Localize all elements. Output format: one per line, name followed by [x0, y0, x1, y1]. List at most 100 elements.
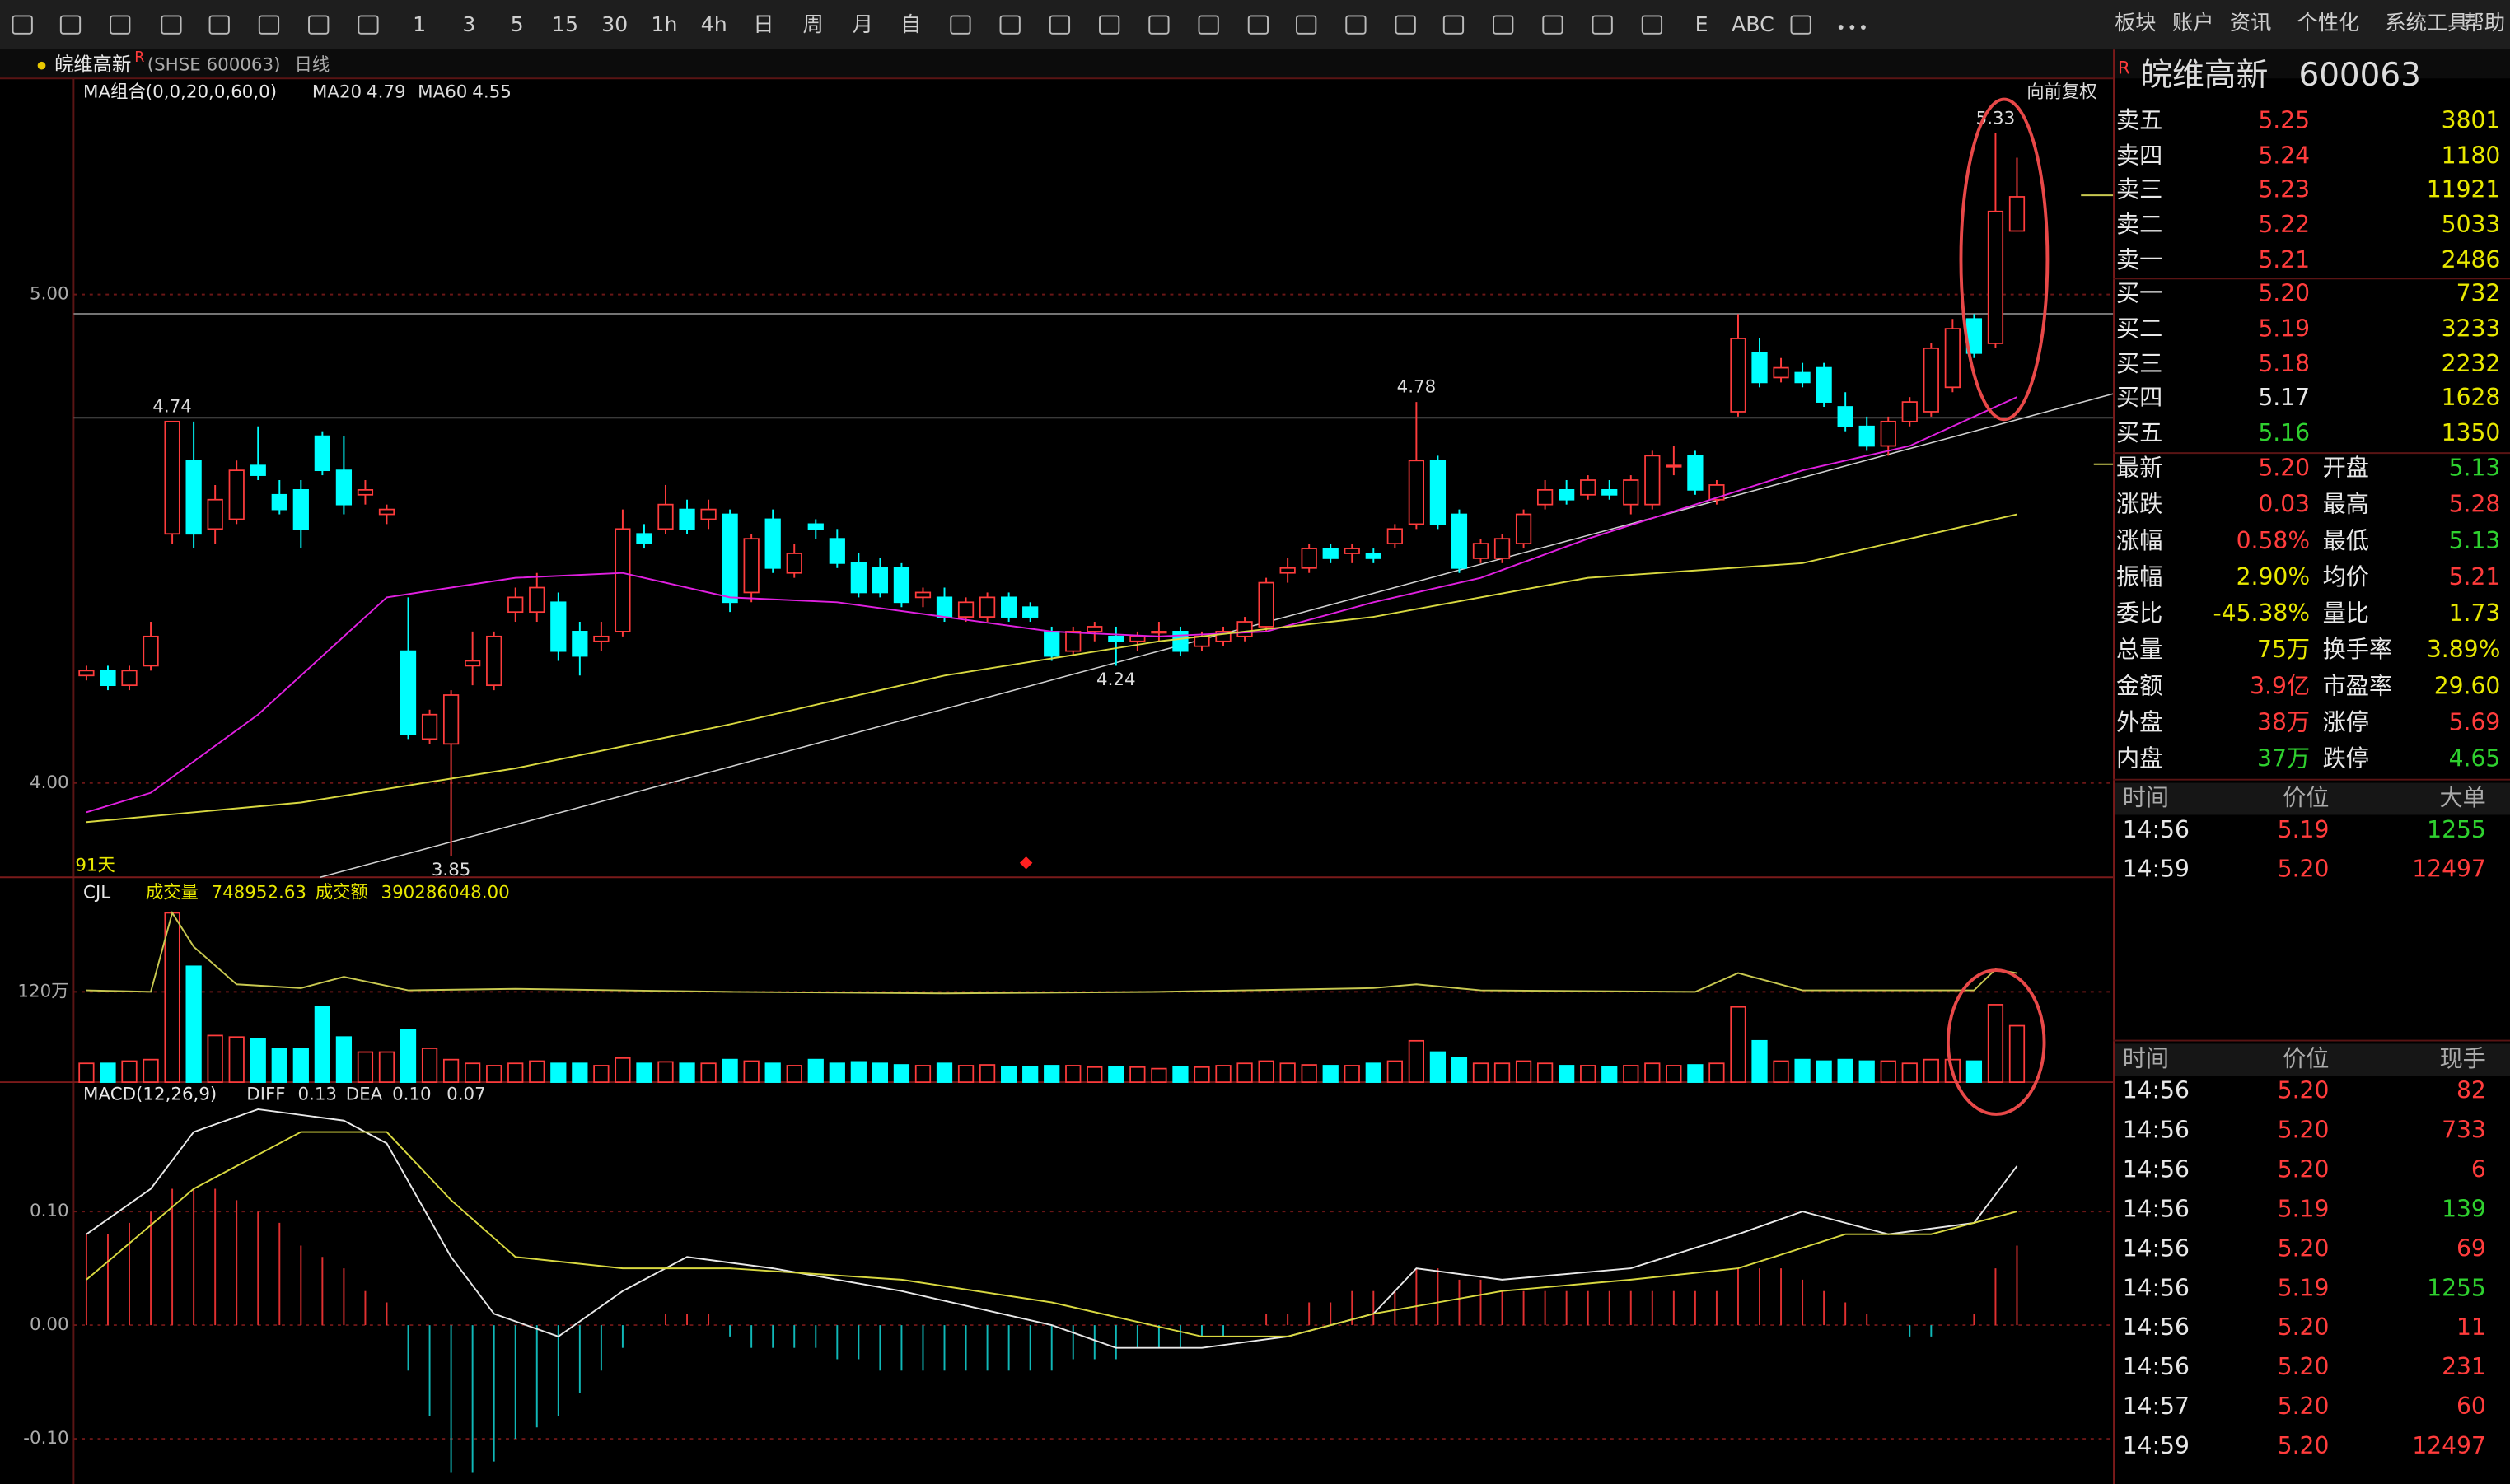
tool-icon[interactable]	[1790, 15, 1811, 35]
tool-icon[interactable]	[1641, 15, 1663, 35]
tool-icon[interactable]	[1542, 15, 1563, 35]
candle-body	[572, 631, 588, 657]
tool-icon[interactable]	[950, 15, 971, 35]
tool-icon[interactable]	[59, 15, 82, 35]
volume-bar	[743, 1060, 760, 1083]
period-button[interactable]: 1h	[651, 12, 677, 36]
volume-bar	[1880, 1060, 1896, 1083]
volume-bar	[572, 1062, 588, 1083]
tool-icon[interactable]	[1247, 15, 1269, 35]
candle-body	[764, 518, 781, 569]
menu-item[interactable]: 板块	[2115, 11, 2156, 35]
trade-price: 5.19	[2278, 816, 2330, 843]
candle-body	[1666, 464, 1682, 468]
stat-value: 5.21	[2449, 563, 2501, 590]
stat-value: 4.65	[2449, 745, 2501, 772]
period-button[interactable]: 周	[803, 12, 824, 36]
tool-icon[interactable]	[1493, 15, 1514, 35]
more-dot[interactable]	[1861, 25, 1866, 30]
candle-body	[1773, 366, 1789, 379]
ma-line	[86, 396, 2017, 814]
tool-icon[interactable]	[1049, 15, 1071, 35]
tool-icon[interactable]	[1198, 15, 1219, 35]
candle-body	[1386, 528, 1403, 544]
tool-icon[interactable]	[208, 15, 230, 35]
candle-body	[914, 591, 932, 599]
tool-icon[interactable]	[110, 15, 131, 35]
adjust-mode[interactable]: 向前复权	[2026, 82, 2096, 103]
candle-body	[979, 596, 996, 618]
menu-item[interactable]: 帮助	[2464, 11, 2505, 35]
tool-icon[interactable]	[999, 15, 1021, 35]
flag: R	[134, 49, 144, 66]
candle-body	[1901, 401, 1918, 422]
ma-line	[86, 513, 2017, 824]
stat-value: 5.20	[2258, 455, 2310, 482]
volume-bar	[207, 1034, 223, 1083]
candle-body	[1536, 488, 1554, 506]
menu-item[interactable]: 资讯	[2230, 11, 2271, 35]
period-button[interactable]: 3	[462, 12, 475, 36]
amount-label: 成交额	[316, 883, 368, 903]
menu-item[interactable]: 系统工具	[2385, 11, 2468, 35]
period-button[interactable]: 自	[900, 12, 921, 36]
indicator[interactable]: MA组合(0,0,20,0,60,0)	[83, 82, 277, 103]
candle-body	[657, 503, 674, 530]
stat-value: 2.90%	[2237, 563, 2310, 590]
tool-text[interactable]: E	[1695, 12, 1708, 36]
volume-bar	[1172, 1066, 1189, 1083]
candle-body	[1794, 371, 1811, 384]
stat-label: 均价	[2323, 563, 2369, 590]
stat-label: 涨停	[2323, 708, 2369, 735]
tool-icon[interactable]	[1395, 15, 1416, 35]
stat-value: 38万	[2257, 708, 2310, 735]
macd-name: MACD(12,26,9)	[83, 1085, 217, 1105]
period-button[interactable]: 1	[413, 12, 426, 36]
stat-label: 市盈率	[2323, 672, 2393, 699]
tool-icon[interactable]	[308, 15, 330, 35]
tool-icon[interactable]	[258, 15, 280, 35]
trade-time: 14:56	[2123, 1156, 2190, 1183]
period-button[interactable]: 月	[853, 12, 873, 36]
period-button[interactable]: 4h	[701, 12, 727, 36]
y-tick-label: 0.10	[30, 1201, 69, 1221]
volume-bar	[1301, 1064, 1317, 1083]
volume-bar	[1515, 1060, 1532, 1083]
candle-body	[292, 488, 309, 530]
period-button[interactable]: 30	[601, 12, 628, 36]
volume-bar	[722, 1058, 738, 1083]
tool-icon[interactable]	[1099, 15, 1120, 35]
period-button[interactable]: 5	[511, 12, 524, 36]
candle-body	[636, 533, 652, 544]
tool-icon[interactable]	[1296, 15, 1317, 35]
period-button[interactable]: 15	[552, 12, 578, 36]
book-volume: 1350	[2442, 419, 2501, 446]
tool-icon[interactable]	[1592, 15, 1613, 35]
volume-bar	[529, 1060, 545, 1083]
volume-bar	[550, 1062, 567, 1083]
tool-icon[interactable]	[161, 15, 182, 35]
tool-text[interactable]: ABC	[1732, 12, 1774, 36]
menu-item[interactable]: 个性化	[2297, 11, 2360, 35]
trade-price: 5.20	[2278, 1156, 2330, 1183]
tool-icon[interactable]	[358, 15, 379, 35]
period-button[interactable]: 日	[753, 12, 774, 36]
volume-bar	[1001, 1066, 1017, 1083]
tool-icon[interactable]	[1148, 15, 1170, 35]
tool-icon[interactable]	[12, 15, 33, 35]
candle-body	[807, 523, 824, 530]
tool-icon[interactable]	[1442, 15, 1465, 35]
more-dot[interactable]	[1849, 25, 1855, 30]
more-dot[interactable]	[1838, 25, 1844, 30]
volume-bar	[593, 1065, 610, 1083]
menu-item[interactable]: 账户	[2172, 11, 2213, 35]
period[interactable]: 日线	[295, 55, 330, 76]
volume-bar	[615, 1057, 631, 1083]
candle-body	[1129, 635, 1146, 642]
legend-value: 4.55	[472, 82, 512, 103]
volume-bar	[1129, 1066, 1146, 1083]
stat-label: 金额	[2116, 672, 2162, 699]
volume-bar	[829, 1062, 845, 1083]
volume-bar	[1065, 1065, 1082, 1083]
tool-icon[interactable]	[1345, 15, 1367, 35]
